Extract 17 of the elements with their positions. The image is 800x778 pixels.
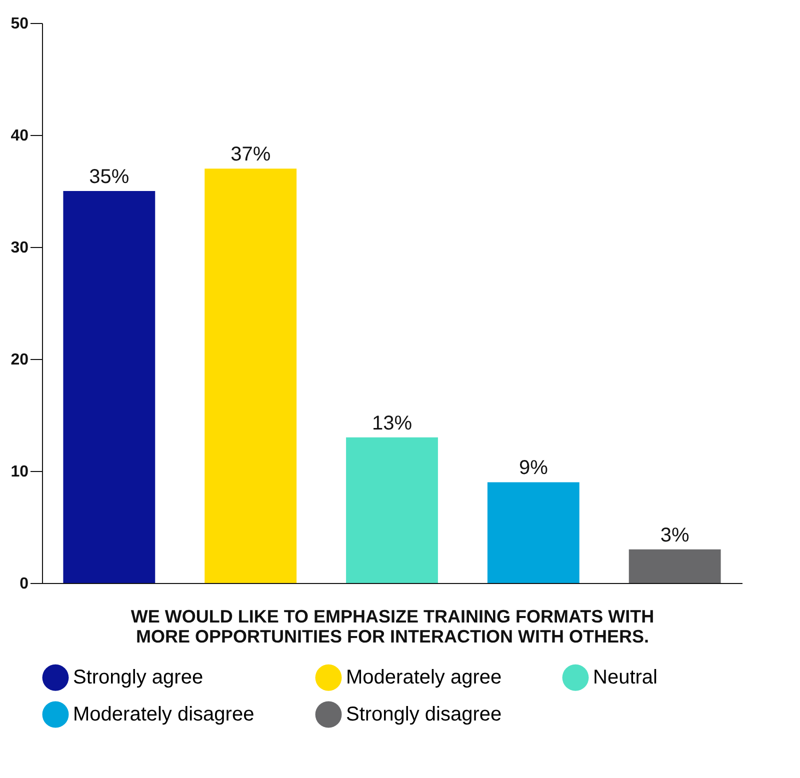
legend-label: Neutral [593,666,658,689]
data-label: 37% [230,144,271,166]
data-label: 35% [89,166,130,188]
y-tick-label: 20 [10,352,29,368]
y-tick-label: 10 [10,464,29,480]
legend-label: Strongly disagree [346,704,502,726]
legend-label: Moderately agree [346,666,502,689]
legend-label: Moderately disagree [73,704,254,726]
legend-label: Strongly agree [73,666,204,689]
y-tick-label: 30 [10,240,29,256]
y-tick-label: 40 [10,128,29,144]
y-tick-label: 0 [20,576,29,592]
data-label: 13% [372,412,412,434]
data-label: 9% [518,457,548,480]
y-tick-label: 50 [10,16,29,32]
x-axis-title: WE WOULD LIKE TO EMPHASIZE TRAINING FORMATS WITH MORE OPPORTUNITIES FOR INTERACTION WITH OTHERS. [130,606,654,646]
data-label: 3% [660,524,690,546]
